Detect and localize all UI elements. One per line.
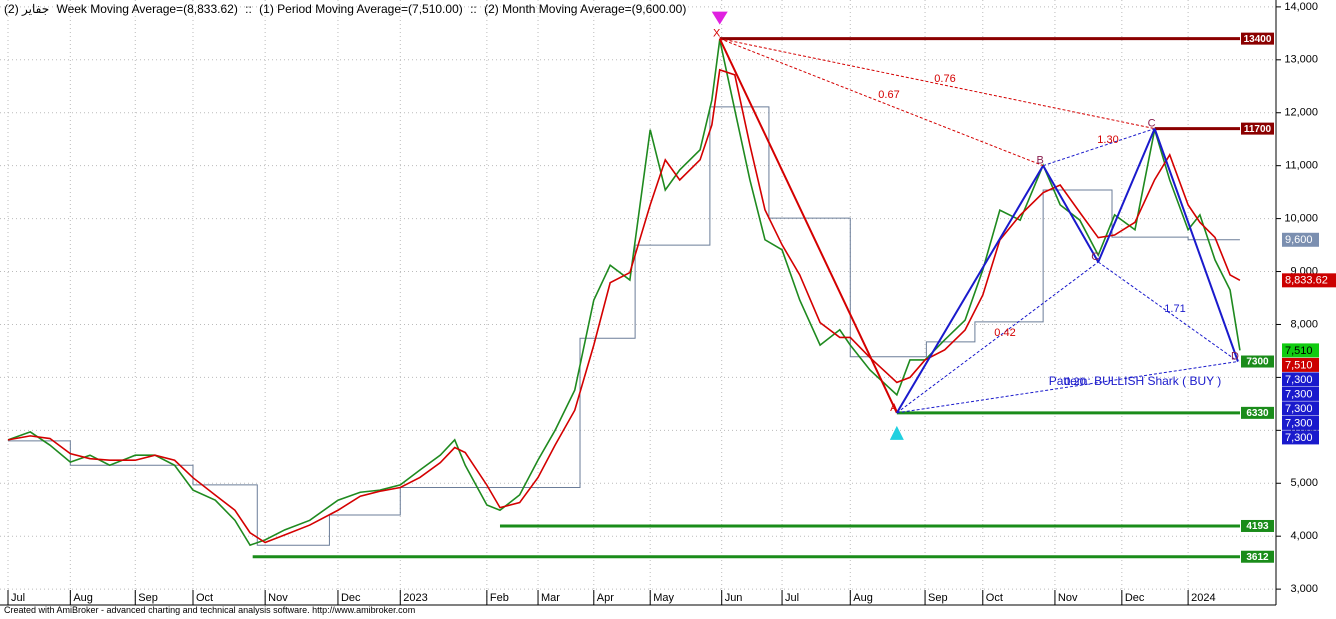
x-tick-label: Sep [138,592,158,604]
level-label: 6330 [1246,408,1269,419]
pattern-point-label: B [1036,155,1043,167]
level-label-box [1241,355,1274,368]
pattern-ratio: 0.20 [1064,376,1085,388]
x-tick-label: 2024 [1191,592,1215,604]
x-tick-label: Nov [268,592,288,604]
level-label: 11700 [1244,124,1272,135]
pattern-point-label: A [890,402,898,414]
axis-value-label: 7,510 [1285,359,1313,371]
pattern-ratio-line [896,361,1239,414]
level-label-box [1241,550,1274,563]
x-tick-label: Oct [986,592,1003,604]
y-tick-label: 14,000 [1284,1,1318,13]
x-tick-label: Jul [785,592,799,604]
x-tick-label: Jul [11,592,25,604]
level-label-box [1241,32,1274,45]
axis-value-box [1282,343,1319,358]
axis-value-box [1282,415,1319,430]
y-tick-label: 4,000 [1290,530,1318,542]
pattern-point-label: D [1231,350,1239,362]
axis-value-label: 9,600 [1285,234,1313,246]
pattern-leg [1042,165,1100,263]
axis-value-box [1282,430,1319,445]
pattern-leg [1097,128,1156,263]
level-label: 7300 [1246,357,1269,368]
axis-value-label: 7,300 [1285,417,1313,429]
level-label-box [1241,519,1274,532]
axis-value-label: 8,833.62 [1285,275,1328,287]
level-label: 4193 [1246,521,1269,532]
level-label: 3612 [1246,552,1269,563]
x-tick-label: May [653,592,674,604]
x-tick-label: 2023 [403,592,427,604]
pattern-ratio-line [719,38,1155,130]
pattern-leg [718,38,898,414]
pattern-ratio: 0.42 [994,327,1015,339]
y-tick-label: 12,000 [1284,107,1318,119]
series-line [8,106,1240,546]
pattern-point-label: X [713,28,721,40]
signal-marker [711,11,728,25]
pattern-ratio: 1.71 [1164,303,1185,315]
axis-value-label: 7,300 [1285,388,1313,400]
axis-value-label: 7,510 [1285,345,1313,357]
legend-separator: :: [470,2,477,16]
x-tick-label: Feb [490,592,509,604]
legend: جفاير (2) Week Moving Average=(8,833.62)… [4,2,690,16]
y-tick-label: 13,000 [1284,54,1318,66]
x-tick-label: Sep [928,592,948,604]
chart-title: جفاير [22,2,50,16]
y-tick-label: 5,000 [1290,477,1318,489]
y-tick-label: 8,000 [1290,318,1318,330]
pattern-ratio-line [1097,261,1239,362]
x-tick-label: Dec [341,592,361,604]
x-tick-label: Dec [1125,592,1145,604]
level-label: 13400 [1244,34,1272,45]
axis-value-label: 7,300 [1285,432,1313,444]
axis-value-box [1282,401,1319,416]
pattern-leg [1153,128,1239,362]
x-tick-label: Nov [1058,592,1078,604]
axis-value-box [1282,273,1336,288]
x-tick-label: Jun [725,592,743,604]
pattern-leg [895,165,1044,414]
legend-entry: (2) Month Moving Average=(9,600.00) [484,2,687,16]
x-tick-label: Aug [853,592,873,604]
pattern-name: Pattern: BULLISH Shark ( BUY ) [1049,374,1222,388]
y-tick-label: 3,000 [1290,583,1318,595]
axis-value-box [1282,372,1319,387]
pattern-ratio: 0.67 [878,89,899,101]
axis-value-box [1282,357,1319,372]
legend-entry: (1) Period Moving Average=(7,510.00) [259,2,463,16]
axis-value-box [1282,386,1319,401]
pattern-ratio-line [896,261,1099,414]
level-label-box [1241,122,1274,135]
signal-marker [889,425,904,440]
footer: Created with AmiBroker - advanced charti… [4,605,416,615]
pattern-ratio: 1.30 [1097,134,1118,146]
y-tick-label: 10,000 [1284,213,1318,225]
pattern-point-label: C [1091,251,1099,263]
pattern-ratio-line [1042,128,1155,167]
pattern-ratio: 0.76 [934,73,955,85]
series-line [7,39,1241,547]
level-label-box [1241,406,1274,419]
axis-value-box [1282,232,1319,247]
y-tick-label: 11,000 [1285,160,1318,172]
x-tick-label: Mar [541,592,560,604]
pattern-point-label: C [1148,118,1156,130]
x-tick-label: Apr [597,592,614,604]
axis-value-label: 7,300 [1285,403,1313,415]
x-tick-label: Aug [73,592,93,604]
x-tick-label: Oct [196,592,213,604]
axis-value-label: 7,300 [1285,374,1313,386]
pattern-ratio-line [719,38,1044,167]
legend-entry: (2) Week Moving Average=(8,833.62) [4,2,238,16]
legend-separator: :: [245,2,252,16]
